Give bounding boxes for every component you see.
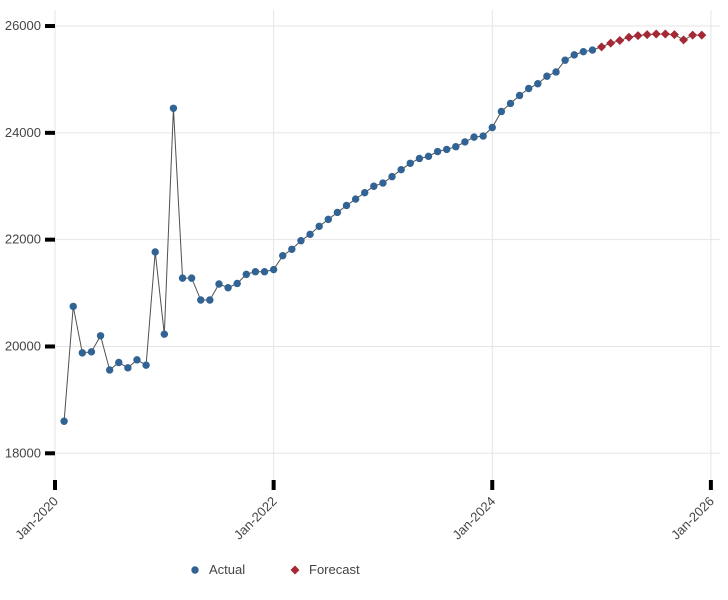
data-point: [334, 209, 341, 216]
data-point: [233, 280, 240, 287]
data-point: [525, 85, 532, 92]
data-point: [70, 303, 77, 310]
data-point: [534, 80, 541, 87]
data-point: [252, 268, 259, 275]
legend-label: Actual: [209, 562, 245, 577]
data-point: [261, 268, 268, 275]
data-point: [243, 271, 250, 278]
data-point: [343, 202, 350, 209]
data-point: [416, 155, 423, 162]
y-tick-label: 26000: [5, 18, 41, 33]
data-point: [461, 138, 468, 145]
y-tick-label: 18000: [5, 445, 41, 460]
data-point: [297, 237, 304, 244]
data-point: [60, 418, 67, 425]
data-point: [571, 51, 578, 58]
y-tick-label: 22000: [5, 232, 41, 247]
legend-label: Forecast: [309, 562, 360, 577]
data-point: [224, 284, 231, 291]
data-point: [97, 332, 104, 339]
data-point: [352, 195, 359, 202]
y-tick-label: 20000: [5, 338, 41, 353]
data-point: [133, 356, 140, 363]
data-point: [270, 266, 277, 273]
time-series-chart: 1800020000220002400026000Jan-2020Jan-202…: [0, 0, 728, 600]
data-point: [161, 330, 168, 337]
data-point: [507, 100, 514, 107]
data-point: [543, 73, 550, 80]
data-point: [106, 366, 113, 373]
data-point: [379, 179, 386, 186]
legend-marker: [191, 566, 198, 573]
data-point: [142, 361, 149, 368]
data-point: [197, 296, 204, 303]
data-point: [407, 160, 414, 167]
data-point: [580, 48, 587, 55]
data-point: [489, 124, 496, 131]
data-point: [206, 296, 213, 303]
data-point: [88, 348, 95, 355]
data-point: [434, 148, 441, 155]
y-tick-label: 24000: [5, 125, 41, 140]
data-point: [315, 223, 322, 230]
data-point: [188, 274, 195, 281]
data-point: [470, 133, 477, 140]
data-point: [370, 183, 377, 190]
data-point: [179, 274, 186, 281]
data-point: [388, 173, 395, 180]
data-point: [498, 108, 505, 115]
data-point: [288, 246, 295, 253]
data-point: [279, 252, 286, 259]
data-point: [443, 146, 450, 153]
data-point: [79, 349, 86, 356]
data-point: [325, 216, 332, 223]
data-point: [397, 166, 404, 173]
data-point: [215, 280, 222, 287]
data-point: [452, 143, 459, 150]
data-point: [425, 153, 432, 160]
data-point: [152, 248, 159, 255]
data-point: [170, 105, 177, 112]
data-point: [479, 132, 486, 139]
data-point: [516, 92, 523, 99]
data-point: [561, 57, 568, 64]
data-point: [115, 359, 122, 366]
data-point: [589, 46, 596, 53]
data-point: [306, 231, 313, 238]
data-point: [361, 189, 368, 196]
data-point: [124, 364, 131, 371]
data-point: [552, 68, 559, 75]
chart-background: [0, 0, 728, 600]
